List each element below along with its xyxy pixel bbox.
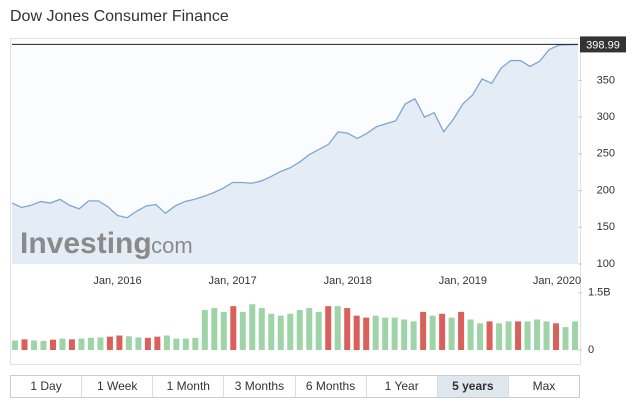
range-tab[interactable]: Max (532, 379, 556, 393)
volume-bar (572, 321, 578, 350)
volume-bar (211, 308, 218, 350)
volume-bar (477, 323, 484, 350)
y-tick-label: 1.5B (588, 287, 611, 299)
volume-bar (230, 306, 237, 350)
volume-bar (562, 327, 569, 350)
range-tab[interactable]: 1 Week (82, 376, 154, 397)
volume-bar (163, 335, 170, 350)
volume-bar (353, 315, 360, 350)
y-tick-label: 150 (597, 221, 615, 233)
x-tick-label: Jan, 2020 (533, 275, 581, 287)
volume-bar (258, 308, 265, 350)
y-tick-label: 250 (597, 148, 615, 160)
volume-bar (116, 335, 123, 350)
range-tab[interactable]: 3 Months (224, 376, 296, 397)
range-tab[interactable]: 1 Month (153, 376, 225, 397)
volume-bar (410, 321, 417, 350)
volume-bar (87, 337, 94, 350)
volume-bar (182, 338, 189, 350)
volume-bar (106, 336, 113, 350)
volume-bar (448, 317, 455, 350)
watermark-suffix: .com (145, 233, 193, 258)
y-tick-label: 0 (588, 344, 594, 356)
line (11, 43, 579, 219)
volume-bar (391, 317, 398, 350)
volume-bar (401, 319, 408, 350)
chart-title: Dow Jones Consumer Finance (10, 8, 229, 25)
volume-bar (486, 321, 493, 350)
range-tab[interactable]: 1 Day (11, 376, 83, 397)
volume-bar (467, 319, 474, 350)
chart: Dow Jones Consumer Finance Investing.com… (10, 8, 626, 365)
volume-bar (40, 340, 47, 350)
volume-bar (287, 313, 294, 350)
volume-bar (344, 308, 351, 350)
volume-bar (68, 339, 75, 350)
y-tick-label: 100 (597, 258, 615, 270)
x-tick-label: Jan, 2019 (439, 275, 487, 287)
y-tick-label: 200 (597, 184, 615, 196)
watermark: Investing (20, 227, 152, 260)
range-tab[interactable]: 1 Year (367, 376, 438, 397)
volume-bar (458, 311, 465, 350)
volume-bar (154, 336, 161, 350)
volume-bar (277, 315, 284, 350)
volume-bar (135, 337, 142, 350)
volume-bar (420, 311, 427, 350)
last-price-label: 398.99 (586, 39, 620, 51)
volume-bar (505, 321, 512, 350)
volume-bar (97, 337, 104, 350)
volume-bar (534, 319, 541, 350)
volume-bar (429, 315, 436, 350)
range-tab[interactable]: 5 years (437, 376, 509, 397)
volume-bar (192, 337, 199, 350)
volume-bar (59, 338, 66, 350)
volume-bar (296, 309, 303, 350)
volume-bar (553, 323, 560, 350)
volume-bar (524, 321, 531, 350)
frame (10, 38, 581, 365)
volume-bar (125, 336, 132, 350)
volume-bar (306, 308, 313, 350)
y-tick-label: 300 (597, 111, 615, 123)
last-price-box (580, 36, 626, 53)
volume-bar (363, 317, 370, 350)
volume-bar (496, 323, 503, 350)
y-tick-label: 350 (597, 74, 615, 86)
volume-bar (21, 339, 28, 350)
volume-bar (249, 304, 256, 350)
x-tick-label: Jan, 2017 (208, 275, 256, 287)
range-tab[interactable]: 6 Months (296, 376, 367, 397)
volume-bar (239, 311, 246, 350)
volume-bar (372, 315, 379, 350)
volume-bar (382, 317, 389, 350)
x-tick-label: Jan, 2016 (93, 275, 141, 287)
volume-bar (173, 338, 180, 350)
volume-bar (325, 306, 332, 350)
volume-bar (268, 313, 275, 350)
volume-bar (30, 340, 37, 350)
volume-bar (78, 338, 85, 350)
volume-bar (49, 339, 56, 350)
area (12, 44, 578, 264)
volume-bar (12, 340, 18, 350)
volume-bar (515, 321, 522, 350)
volume-bar (543, 321, 550, 350)
volume-bar (334, 306, 341, 350)
volume-bar (220, 311, 227, 350)
x-tick-label: Jan, 2018 (324, 275, 372, 287)
volume-bar (315, 311, 322, 350)
range-tabs: 1 Day 1 Week 1 Month 3 Months 6 Months 1 Year… (10, 375, 580, 398)
volume-bar (201, 309, 208, 350)
volume-bar (144, 337, 151, 350)
volume-bar (439, 313, 446, 350)
